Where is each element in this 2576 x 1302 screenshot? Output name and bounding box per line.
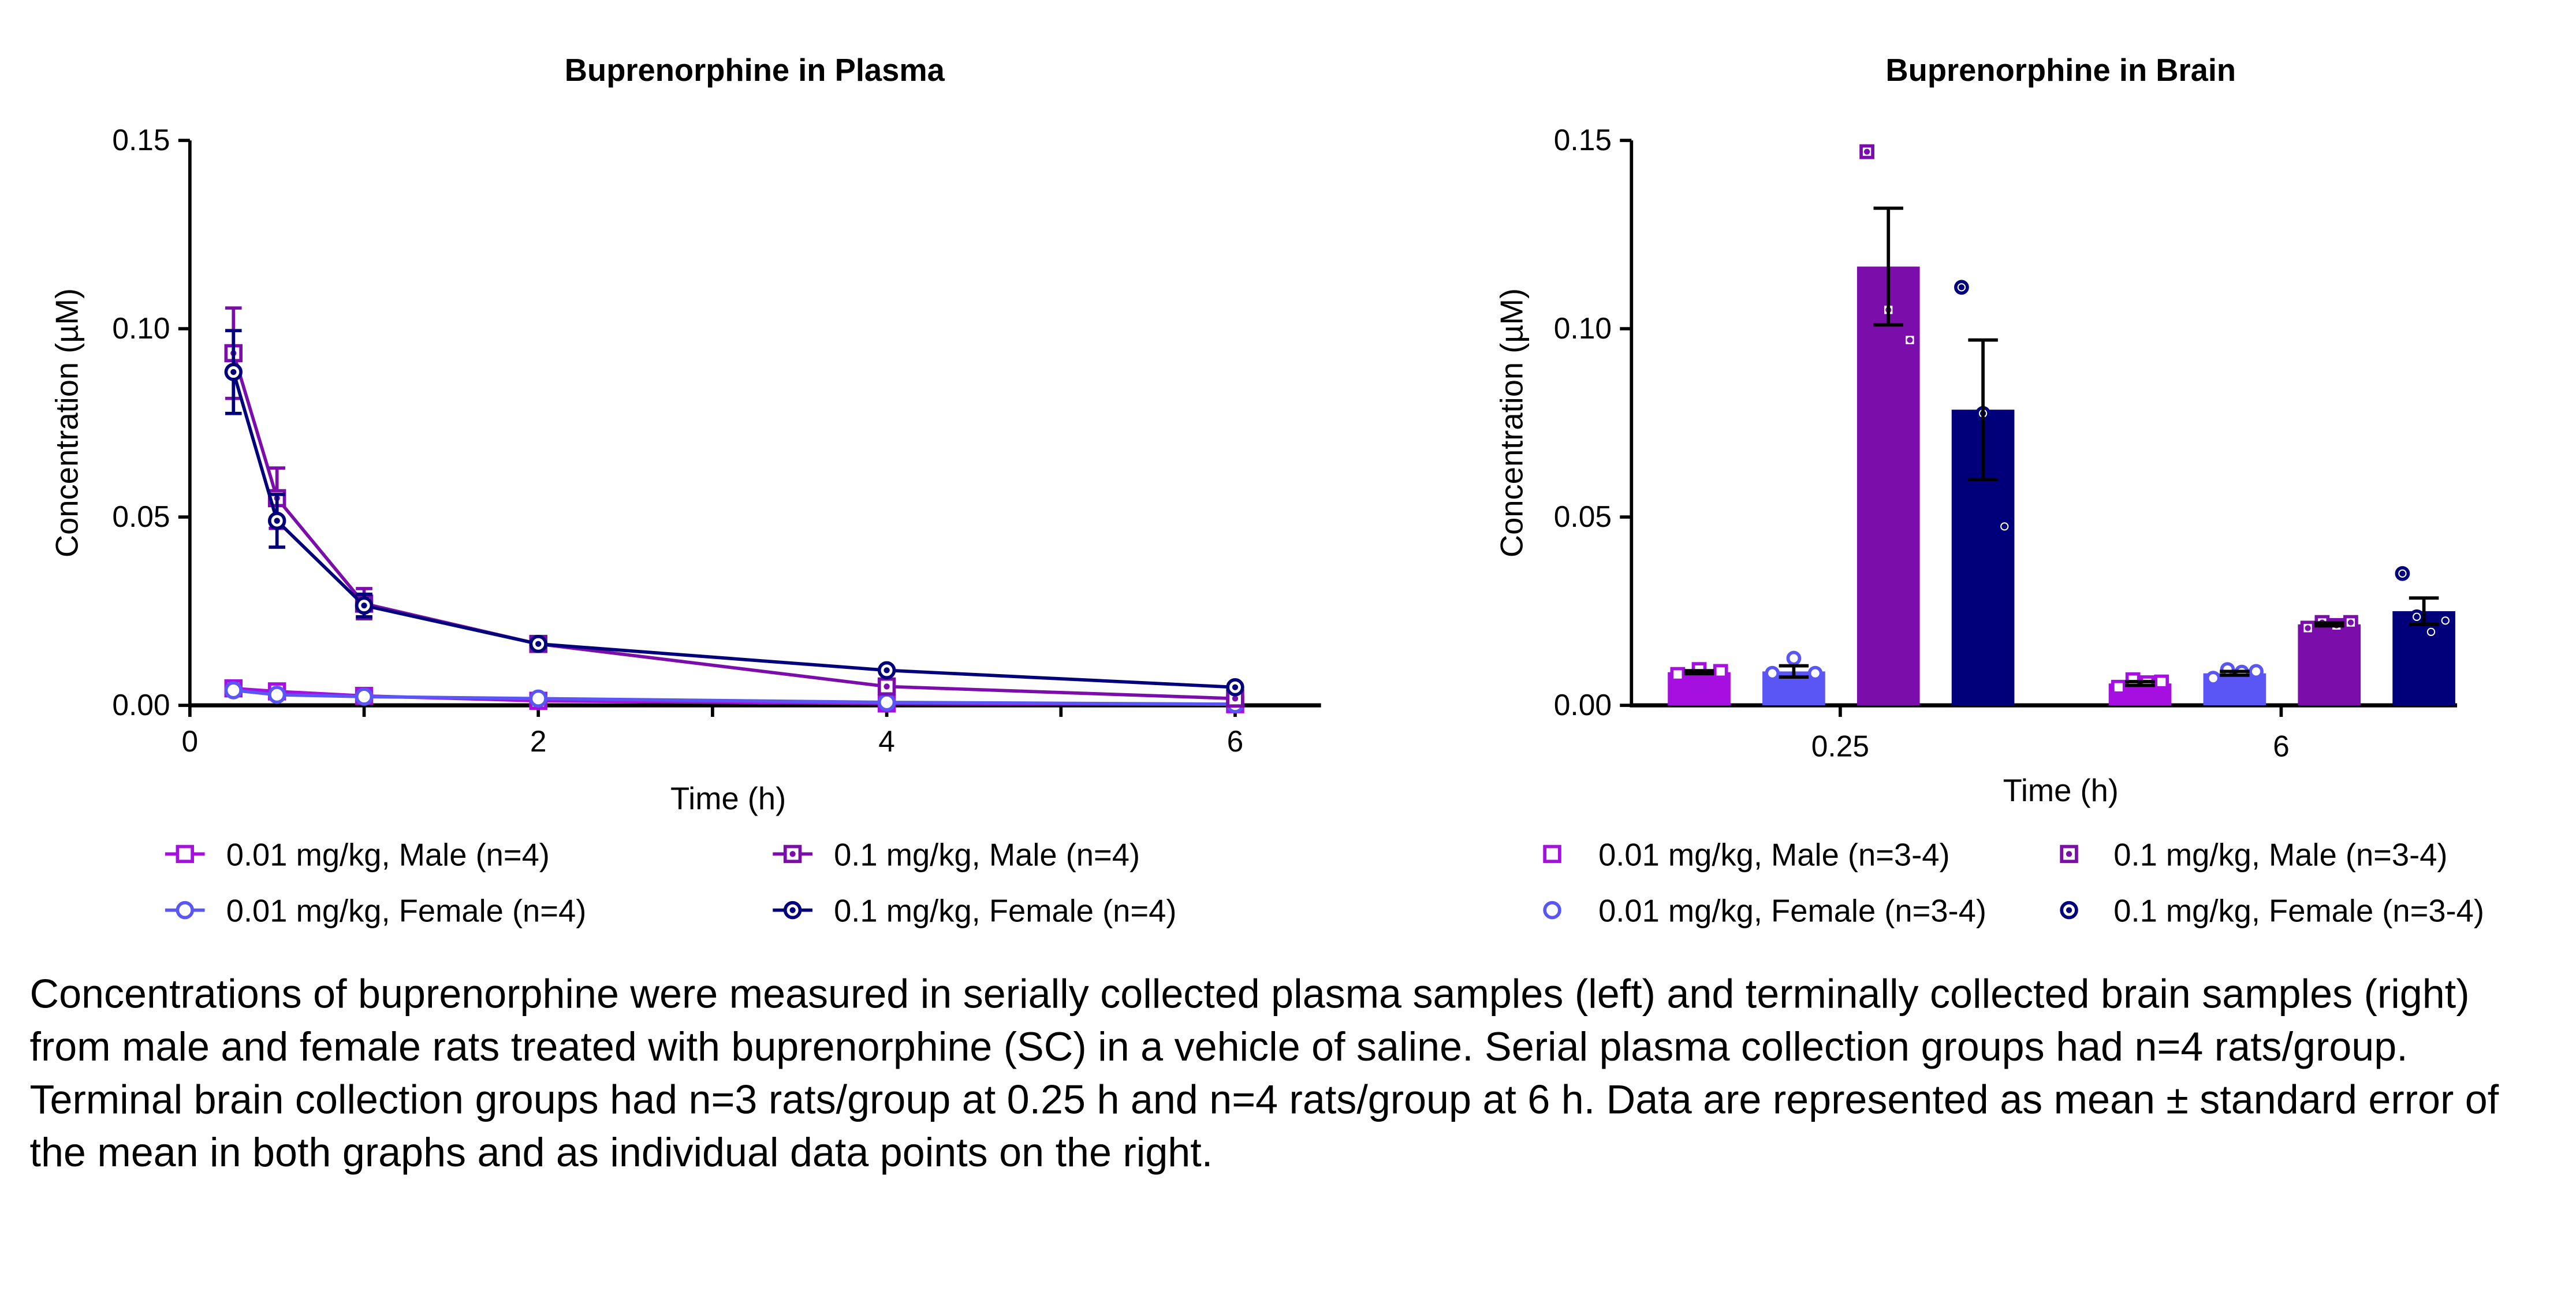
bar — [1856, 266, 1920, 706]
legend-label: 0.1 mg/kg, Male (n=3-4) — [2113, 837, 2447, 872]
legend-marker-icon-dot — [789, 851, 796, 857]
x-tick-label: 6 — [1227, 724, 1244, 758]
data-point-dot — [1232, 684, 1239, 690]
brain-chart-title: Buprenorphine in Brain — [1885, 53, 2236, 88]
data-point-dot — [883, 667, 890, 674]
y-tick-label: 0.05 — [1554, 500, 1612, 533]
legend-label: 0.01 mg/kg, Male (n=3-4) — [1598, 837, 1949, 872]
x-tick-label: 2 — [530, 724, 547, 758]
plasma-chart: 0.00 0.05 0.10 0.15 0 2 4 6 — [112, 123, 1321, 758]
legend-item: 0.1 mg/kg, Male (n=4) — [773, 837, 1140, 872]
data-point-dot — [1232, 695, 1239, 702]
y-tick-label: 0.10 — [112, 311, 170, 345]
legend-label: 0.1 mg/kg, Female (n=3-4) — [2113, 894, 2484, 929]
legend-label: 0.01 mg/kg, Male (n=4) — [226, 837, 550, 872]
data-point — [224, 681, 243, 700]
plasma-x-label: Time (h) — [670, 781, 786, 816]
legend-item: 0.01 mg/kg, Female (n=3-4) — [1543, 894, 1986, 929]
individual-point-dot — [2399, 570, 2406, 577]
y-tick-label: 0.05 — [112, 500, 170, 533]
legend-item: 0.01 mg/kg, Male (n=4) — [165, 837, 550, 872]
legend-item: 0.01 mg/kg, Male (n=3-4) — [1543, 837, 1950, 872]
data-point-dot — [535, 641, 542, 647]
individual-point-dot — [2442, 617, 2448, 624]
individual-point — [1765, 665, 1780, 681]
legend-item: 0.1 mg/kg, Female (n=3-4) — [2060, 894, 2484, 929]
y-tick-label: 0.15 — [1554, 123, 1612, 157]
legend-item: 0.1 mg/kg, Female (n=4) — [773, 894, 1176, 929]
data-point — [877, 693, 896, 712]
individual-point-dot — [2001, 523, 2008, 530]
individual-point-dot — [2414, 613, 2420, 620]
individual-point — [2111, 679, 2126, 695]
individual-point — [2249, 664, 2264, 679]
legend-marker-icon — [1543, 901, 1561, 920]
y-tick-label: 0.00 — [1554, 688, 1612, 721]
individual-point-dot — [1958, 284, 1965, 291]
individual-point — [2205, 671, 2221, 686]
series-line-2 — [232, 352, 1236, 701]
legend-marker-icon — [1543, 845, 1561, 864]
legend-item: 0.01 mg/kg, Female (n=4) — [165, 894, 586, 929]
x-tick-label: 0 — [182, 724, 199, 758]
individual-point-dot — [2347, 619, 2354, 626]
legend-label: 0.01 mg/kg, Female (n=4) — [226, 894, 587, 929]
legend-label: 0.1 mg/kg, Female (n=4) — [834, 894, 1176, 929]
individual-point-dot — [1863, 148, 1870, 155]
legend-marker-icon — [176, 845, 195, 864]
legend-marker-icon — [783, 845, 802, 864]
individual-point-dot — [2428, 628, 2435, 635]
plasma-y-label: Concentration (µM) — [49, 288, 84, 557]
y-tick-label: 0.00 — [112, 688, 170, 721]
plasma-chart-title: Buprenorphine in Plasma — [565, 53, 945, 88]
legend-marker-icon — [176, 901, 195, 920]
data-point-dot — [230, 369, 237, 375]
y-tick-label: 0.15 — [112, 123, 170, 157]
y-tick-label: 0.10 — [1554, 311, 1612, 345]
series-line-3 — [232, 371, 1236, 689]
individual-point — [1713, 664, 1728, 679]
legends: 0.01 mg/kg, Male (n=4) 0.1 mg/kg, Male (n… — [165, 837, 2484, 929]
legend-label: 0.1 mg/kg, Male (n=4) — [834, 837, 1140, 872]
legend-marker-icon-dot — [2066, 907, 2072, 913]
data-point-dot — [274, 518, 280, 524]
bar — [2298, 624, 2361, 706]
brain-chart: 0.00 0.05 0.10 0.15 0.25 6 — [1554, 123, 2458, 763]
data-point — [355, 687, 374, 706]
brain-x-label: Time (h) — [2003, 773, 2119, 808]
legend-marker-icon-dot — [2066, 851, 2072, 857]
data-point-dot — [361, 602, 367, 609]
x-tick-label: 0.25 — [1811, 730, 1869, 763]
legend-item: 0.1 mg/kg, Male (n=3-4) — [2060, 837, 2448, 872]
legend-marker-icon-dot — [789, 907, 796, 913]
individual-point — [2154, 674, 2169, 690]
charts-svg: Buprenorphine in Plasma Buprenorphine in… — [49, 53, 2484, 929]
figure-caption: Concentrations of buprenorphine were mea… — [29, 973, 2499, 1177]
individual-point — [1807, 665, 1823, 681]
individual-point — [1786, 650, 1802, 666]
data-point — [267, 686, 286, 704]
x-tick-label: 4 — [878, 724, 895, 758]
data-point-dot — [883, 683, 890, 690]
data-point — [529, 689, 547, 708]
x-tick-label: 6 — [2273, 730, 2290, 763]
individual-point — [1670, 667, 1686, 682]
legend-label: 0.01 mg/kg, Female (n=3-4) — [1598, 894, 1986, 929]
individual-point-dot — [1907, 337, 1913, 343]
individual-point-dot — [2305, 625, 2311, 631]
brain-y-label: Concentration (µM) — [1494, 288, 1530, 557]
